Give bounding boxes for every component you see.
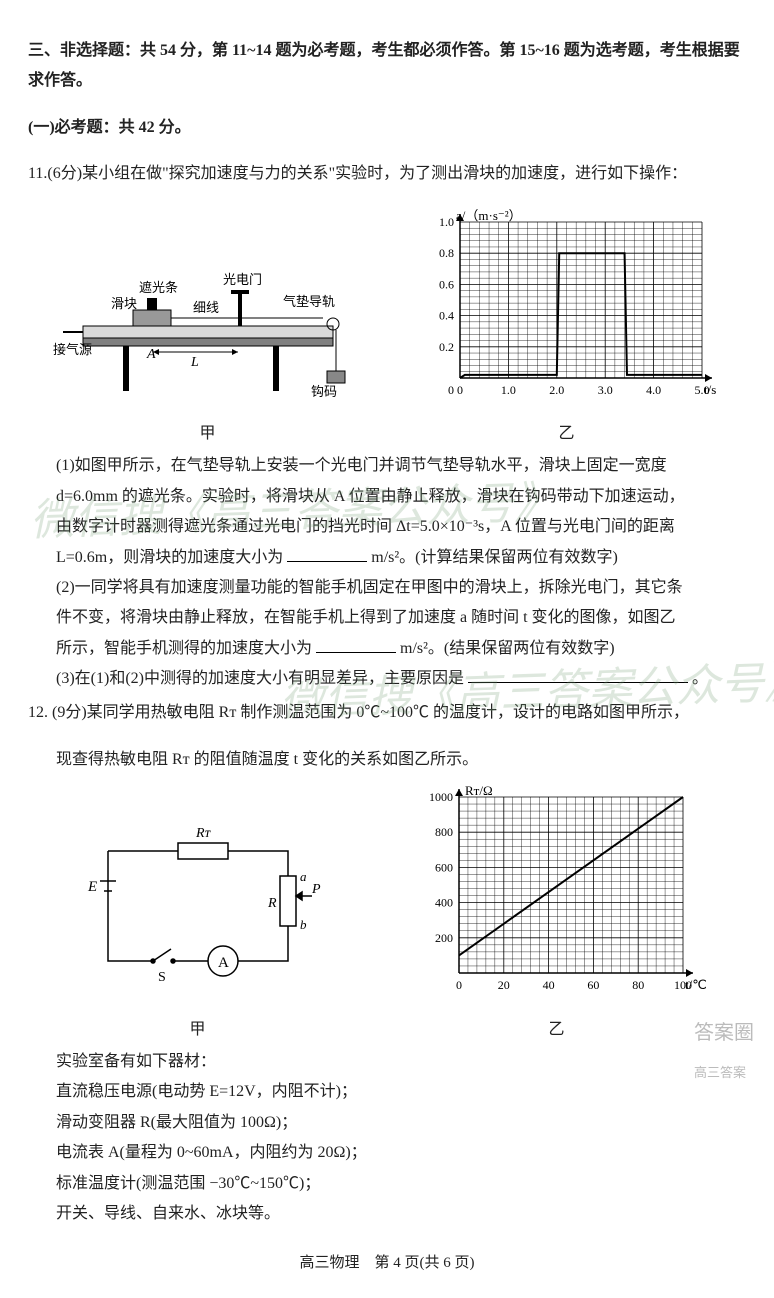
q11-p3-post: 。 — [692, 670, 708, 687]
blank-accel1 — [287, 543, 367, 562]
label-photogate: 光电门 — [223, 272, 262, 287]
m5: 开关、导线、自来水、冰块等。 — [56, 1199, 746, 1229]
q11-p2c-pre: 所示，智能手机测得的加速度大小为 — [56, 640, 312, 657]
svg-text:0: 0 — [457, 383, 463, 397]
svg-text:200: 200 — [435, 931, 453, 945]
label-S: S — [158, 970, 166, 985]
graph1-caption: 乙 — [412, 419, 722, 449]
materials-title: 实验室备有如下器材： — [56, 1047, 746, 1077]
label-shade: 遮光条 — [139, 280, 178, 295]
circuit-caption: 甲 — [68, 1015, 328, 1045]
m4: 标准温度计(测温范围 −30℃~150℃)； — [56, 1169, 746, 1199]
q11-p2c: 所示，智能手机测得的加速度大小为 m/s²。(结果保留两位有效数字) — [56, 634, 746, 664]
svg-text:20: 20 — [497, 978, 509, 992]
apparatus-caption: 甲 — [53, 419, 363, 449]
part-title: (一)必考题：共 42 分。 — [28, 113, 746, 143]
label-air-source: 接气源 — [53, 342, 92, 357]
q12-figures: E Rᴛ S A a b P R 甲 020406080100200400600… — [28, 781, 746, 1045]
svg-text:3.0: 3.0 — [597, 383, 612, 397]
label-hook: 钩码 — [311, 384, 337, 399]
svg-text:0.2: 0.2 — [439, 339, 454, 353]
q11-p1c: 由数字计时器测得遮光条通过光电门的挡光时间 Δt=5.0×10⁻³s，A 位置与… — [56, 512, 746, 542]
svg-text:80: 80 — [632, 978, 644, 992]
q11-p2b: 件不变，将滑块由静止释放，在智能手机上得到了加速度 a 随时间 t 变化的图像，… — [56, 603, 746, 633]
svg-text:Rᴛ/Ω: Rᴛ/Ω — [465, 783, 493, 798]
graph2-figure: 0204060801002004006008001000Rᴛ/Ωt/℃ 乙 — [407, 781, 707, 1045]
svg-text:t/s: t/s — [704, 382, 716, 397]
apparatus-svg: 接气源 滑块 遮光条 细线 光电门 气垫导轨 钩码 A L — [53, 236, 363, 406]
svg-text:400: 400 — [435, 896, 453, 910]
svg-text:t/℃: t/℃ — [685, 977, 707, 992]
svg-text:0.4: 0.4 — [439, 308, 454, 322]
m1: 直流稳压电源(电动势 E=12V，内阻不计)； — [56, 1077, 746, 1107]
graph1-figure: 01.02.03.04.05.00.20.40.60.81.00a/（m·s⁻²… — [412, 206, 722, 450]
q11-p1d-post: m/s²。(计算结果保留两位有效数字) — [371, 549, 618, 566]
page-footer: 高三物理 第 4 页(共 6 页) — [28, 1249, 746, 1278]
blank-accel2 — [316, 634, 396, 653]
svg-text:800: 800 — [435, 825, 453, 839]
graph2-caption: 乙 — [407, 1015, 707, 1045]
label-b: b — [300, 917, 307, 932]
svg-text:1.0: 1.0 — [439, 215, 454, 229]
label-airtrack: 气垫导轨 — [283, 294, 335, 309]
label-P: P — [311, 882, 321, 897]
label-R: R — [267, 896, 277, 911]
svg-text:0: 0 — [448, 383, 454, 397]
q11-p1: (1)如图甲所示，在气垫导轨上安装一个光电门并调节气垫导轨水平，滑块上固定一宽度… — [28, 451, 746, 573]
circuit-figure: E Rᴛ S A a b P R 甲 — [68, 811, 328, 1045]
blank-reason — [468, 664, 688, 683]
q11-p2: (2)一同学将具有加速度测量功能的智能手机固定在甲图中的滑块上，拆除光电门，其它… — [28, 573, 746, 664]
label-a: a — [300, 869, 307, 884]
label-A: A — [146, 347, 156, 362]
q11-p1d: L=0.6m，则滑块的加速度大小为 m/s²。(计算结果保留两位有效数字) — [56, 543, 746, 573]
apparatus-figure: 接气源 滑块 遮光条 细线 光电门 气垫导轨 钩码 A L — [53, 236, 363, 450]
svg-text:0.6: 0.6 — [439, 277, 454, 291]
label-RT: Rᴛ — [195, 826, 212, 841]
q11-p2a: (2)一同学将具有加速度测量功能的智能手机固定在甲图中的滑块上，拆除光电门，其它… — [56, 573, 746, 603]
q11-p2c-post: m/s²。(结果保留两位有效数字) — [400, 640, 615, 657]
q11-p3-pre: (3)在(1)和(2)中测得的加速度大小有明显差异，主要原因是 — [56, 670, 464, 687]
section-title: 三、非选择题：共 54 分，第 11~14 题为必考题，考生都必须作答。第 15… — [28, 36, 746, 97]
svg-text:1000: 1000 — [429, 790, 453, 804]
label-L: L — [190, 355, 199, 370]
svg-text:2.0: 2.0 — [549, 383, 564, 397]
materials: 实验室备有如下器材： 直流稳压电源(电动势 E=12V，内阻不计)； 滑动变阻器… — [28, 1047, 746, 1229]
label-A: A — [218, 955, 229, 971]
q11-p3: (3)在(1)和(2)中测得的加速度大小有明显差异，主要原因是 。 — [28, 664, 746, 694]
svg-text:1.0: 1.0 — [500, 383, 515, 397]
circuit-svg: E Rᴛ S A a b P R — [68, 811, 328, 1001]
graph2-svg: 0204060801002004006008001000Rᴛ/Ωt/℃ — [407, 781, 707, 1001]
corner-watermark: 答案圈 高三答案 — [694, 1014, 754, 1090]
m2: 滑动变阻器 R(最大阻值为 100Ω)； — [56, 1108, 746, 1138]
graph1-svg: 01.02.03.04.05.00.20.40.60.81.00a/（m·s⁻²… — [412, 206, 722, 406]
q12-stem-a: 12. (9分)某同学用热敏电阻 Rᴛ 制作测温范围为 0℃~100℃ 的温度计… — [28, 698, 746, 728]
q11-stem: 11.(6分)某小组在做"探究加速度与力的关系"实验时，为了测出滑块的加速度，进… — [28, 159, 746, 189]
svg-text:a/（m·s⁻²）: a/（m·s⁻²） — [456, 208, 522, 223]
label-E: E — [87, 879, 97, 895]
svg-text:60: 60 — [587, 978, 599, 992]
svg-text:600: 600 — [435, 861, 453, 875]
q12-stem-b: 现查得热敏电阻 Rᴛ 的阻值随温度 t 变化的关系如图乙所示。 — [28, 745, 746, 775]
svg-text:0.8: 0.8 — [439, 246, 454, 260]
label-slider: 滑块 — [111, 296, 137, 311]
q11-p1a: (1)如图甲所示，在气垫导轨上安装一个光电门并调节气垫导轨水平，滑块上固定一宽度 — [56, 451, 746, 481]
m3: 电流表 A(量程为 0~60mA，内阻约为 20Ω)； — [56, 1138, 746, 1168]
q11-p1b: d=6.0mm 的遮光条。实验时，将滑块从 A 位置由静止释放，滑块在钩码带动下… — [56, 482, 746, 512]
svg-text:40: 40 — [542, 978, 554, 992]
label-thread: 细线 — [193, 300, 219, 315]
q11-p1d-pre: L=0.6m，则滑块的加速度大小为 — [56, 549, 283, 566]
svg-text:0: 0 — [456, 978, 462, 992]
svg-text:4.0: 4.0 — [646, 383, 661, 397]
q11-figures: 接气源 滑块 遮光条 细线 光电门 气垫导轨 钩码 A L — [28, 206, 746, 450]
